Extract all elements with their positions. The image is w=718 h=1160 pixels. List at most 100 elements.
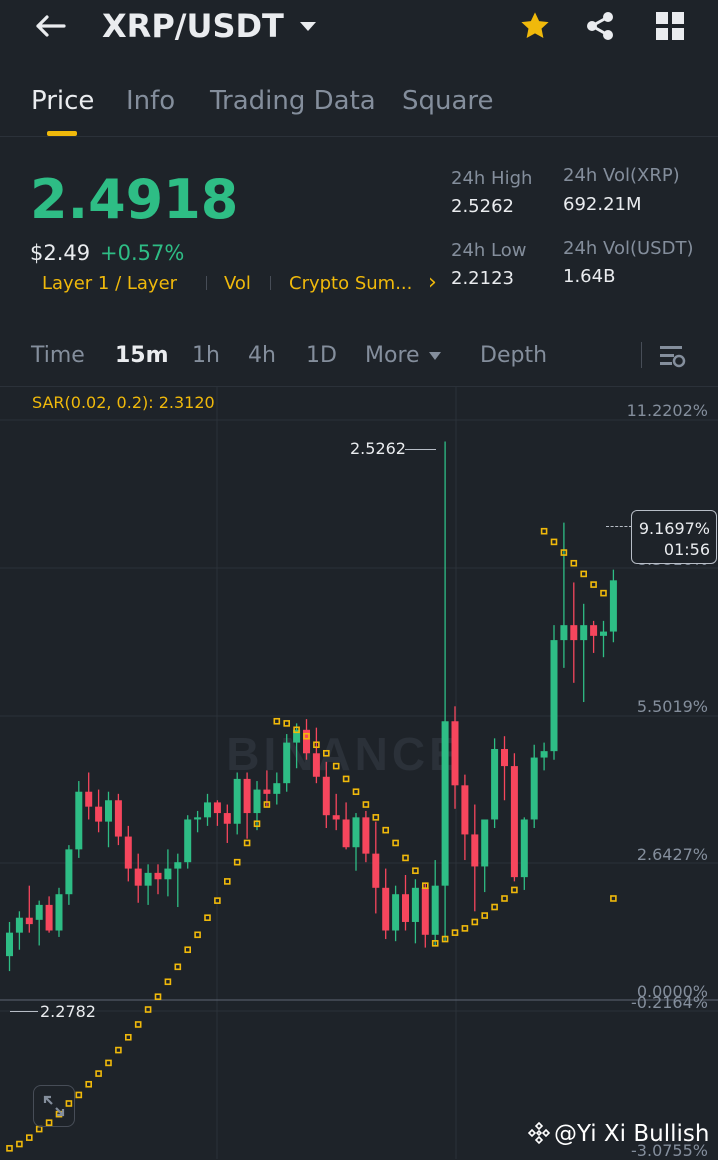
candle-body: [45, 904, 53, 931]
credit-text: @Yi Xi Bullish: [554, 1121, 710, 1147]
candle-body: [530, 757, 538, 820]
tf-4h[interactable]: 4h: [248, 343, 276, 368]
candle-body: [540, 751, 548, 758]
sar-dot: [75, 1091, 83, 1099]
back-button[interactable]: [28, 8, 72, 44]
sar-dot: [273, 717, 281, 725]
candle-body: [144, 872, 152, 886]
tab-price[interactable]: Price: [31, 86, 95, 116]
tags-more-chevron-icon[interactable]: ›: [428, 270, 437, 295]
candlestick-chart[interactable]: BINANCE: [0, 386, 718, 1159]
tab-square[interactable]: Square: [402, 86, 494, 116]
tf-more-label: More: [365, 343, 420, 368]
candle-body: [471, 834, 479, 867]
star-icon: [521, 12, 549, 38]
candle-body: [411, 887, 419, 922]
sar-indicator-label: SAR(0.02, 0.2): 2.3120: [32, 393, 215, 412]
low-label: 24h Low: [451, 240, 527, 261]
usd-price: $2.49: [30, 241, 91, 265]
candle-body: [590, 625, 598, 636]
current-price-line: [606, 526, 632, 527]
sar-dot: [144, 1006, 152, 1013]
axis-label: 5.5019%: [636, 697, 708, 716]
axis-label: -0.2164%: [631, 993, 708, 1012]
candle-body: [550, 640, 558, 752]
favorite-button[interactable]: [514, 6, 556, 46]
high-annotation-line: [405, 449, 436, 450]
tf-depth[interactable]: Depth: [480, 343, 548, 368]
sar-dot: [16, 1140, 23, 1148]
binance-logo-icon: [527, 1121, 551, 1145]
candle-body: [273, 783, 281, 794]
tag-layer1[interactable]: Layer 1 / Layer: [42, 273, 178, 294]
candle-body: [520, 819, 528, 878]
chart-settings-button[interactable]: [654, 338, 690, 374]
candle-body: [600, 631, 607, 636]
candle-body: [501, 749, 508, 767]
sar-dot: [6, 1145, 13, 1152]
sar-dot: [125, 1033, 132, 1041]
sar-dot: [154, 993, 162, 1001]
candle-body: [253, 789, 261, 814]
current-price-tag[interactable]: 9.1697% 01:56: [631, 510, 717, 564]
vol-usdt-label: 24h Vol(USDT): [563, 238, 694, 259]
sar-dot: [115, 1046, 122, 1054]
sar-dot: [35, 1125, 43, 1133]
sar-dot: [233, 858, 241, 866]
high-value: 2.5262: [451, 196, 514, 217]
tf-more[interactable]: More: [365, 343, 442, 368]
sar-dot: [45, 1119, 53, 1126]
sar-dot: [580, 570, 588, 578]
candle-body: [312, 753, 320, 777]
candle-body: [55, 894, 63, 931]
sar-dot: [501, 895, 508, 902]
tab-info[interactable]: Info: [126, 86, 176, 116]
vol-xrp-label: 24h Vol(XRP): [563, 165, 680, 186]
sar-dot: [283, 720, 291, 727]
share-button[interactable]: [580, 6, 620, 46]
axis-label: -3.0755%: [631, 1141, 708, 1160]
tf-divider: [641, 342, 642, 368]
sar-dot: [471, 918, 479, 926]
sar-dot: [560, 549, 568, 556]
candle-body: [124, 836, 132, 869]
sar-dot: [322, 749, 330, 757]
candle-body: [105, 800, 112, 822]
axis-label: 0.0000%: [636, 982, 708, 1001]
sar-dot: [342, 775, 350, 783]
sar-dot: [610, 895, 617, 902]
tf-1h[interactable]: 1h: [192, 343, 220, 368]
candle-body: [283, 742, 291, 784]
candle-body: [352, 817, 360, 848]
sar-dot: [392, 839, 399, 847]
sar-dot: [224, 878, 231, 885]
candle-body: [223, 813, 231, 824]
axis-label: 11.2202%: [626, 401, 708, 420]
tag-separator: [206, 276, 207, 290]
tf-1d[interactable]: 1D: [306, 343, 337, 368]
tag-crypto-summary[interactable]: Crypto Sum...: [289, 273, 413, 294]
candle-body: [609, 580, 617, 632]
candle-body: [303, 729, 310, 754]
candle-body: [332, 815, 340, 820]
candle-body: [570, 625, 578, 641]
sar-dot: [95, 1070, 102, 1077]
layout-button[interactable]: [650, 6, 690, 46]
sar-dot: [253, 820, 261, 828]
fullscreen-button[interactable]: [33, 1085, 75, 1127]
sar-dot: [481, 912, 489, 919]
sar-dot: [570, 559, 578, 567]
tf-time[interactable]: Time: [31, 343, 85, 368]
tab-trading-data[interactable]: Trading Data: [210, 86, 376, 116]
tf-15m[interactable]: 15m: [115, 343, 169, 368]
sar-dot: [441, 935, 449, 943]
candle-body: [174, 862, 182, 869]
vol-usdt-value: 1.64B: [563, 266, 616, 287]
candle-body: [510, 766, 518, 878]
pair-selector[interactable]: XRP/USDT: [102, 4, 318, 48]
sar-dot: [105, 1059, 112, 1067]
candle-body: [75, 791, 83, 850]
tag-vol[interactable]: Vol: [224, 273, 251, 294]
candle-body: [402, 894, 409, 922]
last-price: 2.4918: [30, 168, 239, 231]
